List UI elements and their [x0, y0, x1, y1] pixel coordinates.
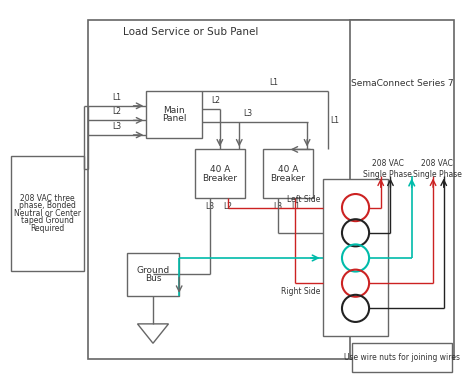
Text: L3: L3 [273, 202, 283, 211]
Text: Use wire nuts for joining wires: Use wire nuts for joining wires [344, 353, 460, 362]
Text: 40 A: 40 A [210, 165, 230, 174]
Text: L1: L1 [291, 202, 300, 211]
Bar [146, 91, 202, 138]
Text: Left Side: Left Side [287, 195, 320, 204]
Text: L1: L1 [113, 93, 122, 102]
Text: 208 VAC
Single Phase: 208 VAC Single Phase [412, 159, 461, 179]
Text: Bus: Bus [145, 274, 161, 283]
Bar [195, 149, 245, 198]
Text: 208 VAC three: 208 VAC three [20, 194, 75, 203]
Text: Right Side: Right Side [281, 287, 320, 296]
Bar [88, 19, 369, 359]
Bar [352, 343, 453, 372]
Text: Main: Main [164, 106, 185, 115]
Text: L3: L3 [206, 202, 215, 211]
Bar [323, 179, 389, 335]
Text: L1: L1 [270, 79, 279, 88]
Bar [263, 149, 313, 198]
Text: Breaker: Breaker [270, 173, 305, 182]
Bar [350, 19, 455, 359]
Bar [10, 156, 84, 271]
Text: Breaker: Breaker [202, 173, 237, 182]
Text: Load Service or Sub Panel: Load Service or Sub Panel [123, 27, 258, 37]
Text: 208 VAC
Single Phase: 208 VAC Single Phase [363, 159, 412, 179]
Text: 40 A: 40 A [277, 165, 298, 174]
Text: L1: L1 [330, 116, 339, 125]
Text: Ground: Ground [137, 266, 170, 275]
Bar [127, 253, 179, 296]
Text: SemaConnect Series 7: SemaConnect Series 7 [351, 79, 453, 88]
Text: Neutral or Center: Neutral or Center [14, 209, 81, 218]
Text: L2: L2 [113, 107, 122, 116]
Text: L2: L2 [223, 202, 232, 211]
Text: L3: L3 [243, 109, 252, 118]
Text: Required: Required [30, 224, 64, 233]
Text: phase, Bonded: phase, Bonded [19, 202, 76, 210]
Text: L3: L3 [112, 122, 122, 131]
Text: Panel: Panel [162, 114, 187, 123]
Text: L2: L2 [211, 96, 220, 105]
Text: taped Ground: taped Ground [21, 216, 74, 225]
